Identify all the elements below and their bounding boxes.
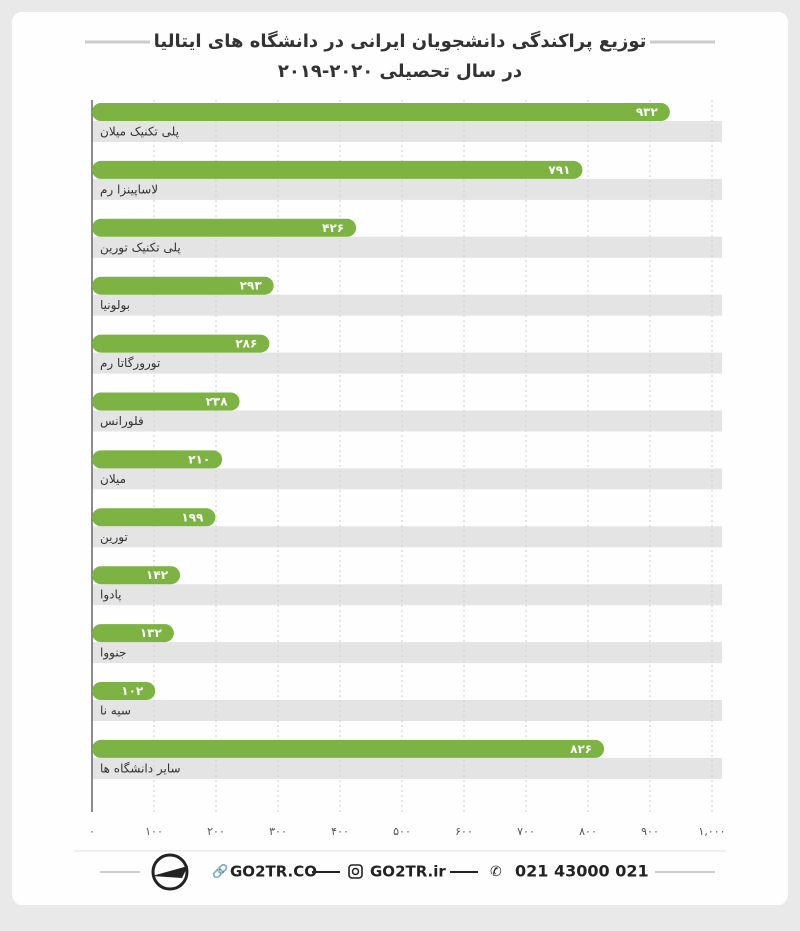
website: GO2TR.CO xyxy=(230,863,317,881)
category-label: میلان xyxy=(100,472,126,486)
logo xyxy=(151,853,189,891)
bar xyxy=(92,450,223,469)
chart-title: توزیع پراکندگی دانشجویان ایرانی در دانشگ… xyxy=(154,30,647,52)
x-tick-label: ۷۰۰ xyxy=(517,825,535,838)
value-label: ۱۰۲ xyxy=(121,684,144,698)
x-tick-label: ۳۰۰ xyxy=(269,825,287,838)
category-label: فلورانس xyxy=(100,414,144,429)
x-tick-label: ۱۰۰ xyxy=(145,825,163,838)
category-label: جنووا xyxy=(100,646,126,661)
row-band xyxy=(92,178,722,200)
x-tick-label: ۹۰۰ xyxy=(641,825,659,838)
category-label: تورورگاتا رم xyxy=(100,356,160,371)
row-band xyxy=(92,757,722,779)
row-band xyxy=(92,294,722,316)
bar xyxy=(92,392,240,411)
row-band xyxy=(92,642,722,664)
value-label: ۲۱۰ xyxy=(188,452,210,466)
value-label: ۱۴۲ xyxy=(146,568,169,582)
row-band xyxy=(92,236,722,258)
phone: 021 43000 021 xyxy=(515,862,649,881)
bar xyxy=(92,682,156,700)
value-label: ۲۸۶ xyxy=(235,337,257,351)
instagram-icon-lens xyxy=(351,867,360,876)
category-label: پلی تکنیک میلان xyxy=(100,125,179,139)
row-band xyxy=(92,700,722,721)
bar xyxy=(92,103,670,121)
bar xyxy=(92,160,583,179)
x-tick-label: ۵۰۰ xyxy=(393,825,411,838)
bar xyxy=(92,508,216,527)
category-label: لاساپینزا رم xyxy=(100,182,158,197)
row-band xyxy=(92,584,722,606)
instagram-icon xyxy=(348,864,363,879)
value-label: ۹۳۲ xyxy=(636,105,659,119)
row-band xyxy=(92,121,722,142)
value-label: ۲۹۳ xyxy=(240,279,263,293)
x-tick-label: ۶۰۰ xyxy=(455,825,473,838)
bar xyxy=(92,334,270,353)
bar xyxy=(92,218,357,237)
row-band xyxy=(92,410,722,432)
bar xyxy=(92,276,274,295)
x-tick-label: ۸۰۰ xyxy=(579,825,597,838)
x-tick-label: ۲۰۰ xyxy=(207,825,225,838)
value-label: ۸۲۶ xyxy=(570,742,592,756)
bar xyxy=(92,566,181,585)
bar xyxy=(92,739,605,758)
plot: ۰ ۱۰۰ ۲۰۰ ۳۰۰ ۴۰۰ ۵۰۰ ۶۰۰ ۷۰۰ ۸۰۰ ۹۰۰ ۱,۰۰۰ ۹۳۲ پلی … xyxy=(89,100,726,838)
category-label: سیه نا xyxy=(100,704,131,718)
bar xyxy=(92,624,174,643)
category-label: سایر دانشگاه ها xyxy=(100,761,181,776)
phone-icon: ✆ xyxy=(490,864,502,880)
logo-plane xyxy=(152,866,188,878)
value-label: ۲۳۸ xyxy=(206,395,229,409)
value-label: ۱۹۹ xyxy=(181,510,204,524)
category-label: بولونیا xyxy=(100,298,130,313)
category-label: تورین xyxy=(100,530,128,545)
x-tick-label: ۱,۰۰۰ xyxy=(698,825,725,838)
x-tick-label: ۰ xyxy=(89,825,95,838)
value-label: ۴۲۶ xyxy=(322,221,344,235)
value-label: ۷۹۱ xyxy=(548,163,570,177)
category-label: پادوا xyxy=(100,588,121,603)
row-band xyxy=(92,468,722,490)
x-tick-label: ۴۰۰ xyxy=(331,825,349,838)
chart-subtitle: در سال تحصیلی ۲۰۲۰-۲۰۱۹ xyxy=(278,61,522,82)
instagram: GO2TR.ir xyxy=(370,863,446,881)
footer: 🔗 GO2TR.CO GO2TR.ir ✆ 021 43000 021 xyxy=(100,853,715,891)
row-band xyxy=(92,352,722,374)
link-icon: 🔗 xyxy=(212,863,228,880)
value-label: ۱۳۲ xyxy=(140,626,163,640)
row-band xyxy=(92,526,722,548)
category-label: پلی تکنیک تورین xyxy=(100,240,181,255)
